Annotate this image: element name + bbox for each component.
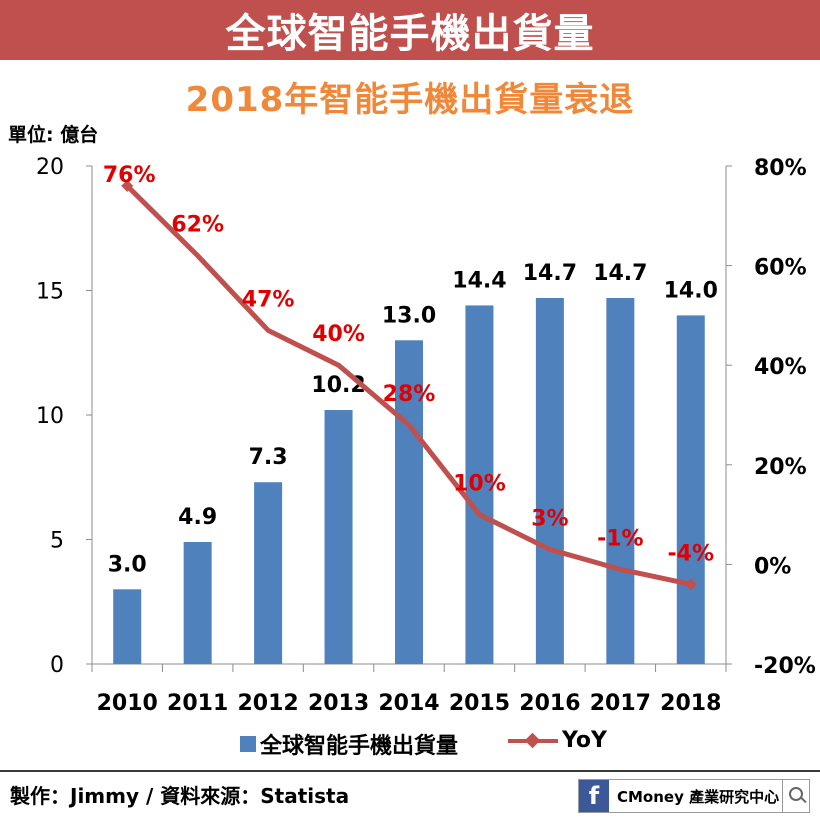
y-left-tick-label: 10	[36, 404, 64, 429]
brand-name: CMoney 產業研究中心	[617, 787, 780, 806]
yoy-value-label: 40%	[312, 322, 365, 347]
yoy-value-label: -4%	[668, 541, 714, 566]
facebook-icon: f	[579, 780, 609, 812]
x-tick-label: 2013	[308, 691, 369, 716]
y-right-tick-label: 20%	[754, 455, 807, 480]
legend-item-yoy: YoY	[508, 728, 607, 753]
yoy-value-label: -1%	[597, 526, 643, 551]
y-left-tick-label: 0	[50, 653, 64, 678]
x-tick-label: 2010	[97, 691, 158, 716]
yoy-value-label: 76%	[103, 163, 156, 188]
y-left-tick-label: 5	[50, 529, 64, 554]
bar-value-label: 14.7	[593, 261, 647, 286]
banner-title: 全球智能手機出貨量	[225, 11, 595, 57]
search-icon[interactable]	[782, 780, 809, 812]
bar-value-label: 14.7	[523, 261, 577, 286]
bar-value-label: 13.0	[382, 303, 436, 328]
legend-line-swatch	[508, 732, 558, 749]
bar	[606, 297, 635, 664]
bar-value-label: 14.0	[664, 278, 718, 303]
x-tick-label: 2015	[449, 691, 510, 716]
yoy-marker	[684, 578, 697, 591]
bar	[254, 482, 283, 664]
x-tick-label: 2017	[590, 691, 651, 716]
bar	[324, 410, 353, 664]
y-left-tick-label: 20	[36, 155, 64, 180]
legend-bar-swatch	[240, 736, 256, 752]
yoy-marker	[121, 179, 134, 192]
chart: 0 5 10 15 20 -20% 0% 20% 40% 60% 80% 2010 2011 2012 20…	[36, 155, 816, 716]
y-right-tick-label: 60%	[754, 256, 807, 281]
x-tick-label: 2011	[167, 691, 228, 716]
bar-value-label: 14.4	[452, 268, 506, 293]
credit-text: 製作：Jimmy / 資料來源：Statista	[10, 784, 350, 808]
bar	[676, 315, 705, 664]
y-right-tick-label: 0%	[754, 554, 791, 579]
bar	[183, 541, 212, 664]
legend-item-shipments: 全球智能手機出貨量	[240, 728, 458, 760]
chart-subtitle: 2018年智能手機出貨量衰退	[185, 80, 635, 120]
bar	[113, 589, 142, 664]
brand-badge[interactable]: f CMoney 產業研究中心	[578, 779, 810, 813]
bar	[465, 305, 494, 664]
unit-label: 單位: 億台	[8, 124, 99, 146]
footer-divider	[0, 770, 820, 772]
yoy-value-label: 28%	[383, 382, 436, 407]
bar-value-label: 7.3	[249, 445, 288, 470]
bar-value-label: 3.0	[108, 552, 147, 577]
title-banner: 全球智能手機出貨量	[0, 0, 820, 60]
x-tick-label: 2012	[237, 691, 298, 716]
legend-label-shipments: 全球智能手機出貨量	[260, 734, 459, 759]
x-tick-label: 2014	[378, 691, 439, 716]
x-tick-label: 2016	[519, 691, 580, 716]
chart-legend: 全球智能手機出貨量 YoY	[0, 728, 820, 762]
yoy-value-label: 3%	[531, 506, 568, 531]
bar	[395, 340, 423, 664]
bar-value-label: 10.2	[311, 373, 365, 398]
bar-value-label: 4.9	[178, 505, 217, 530]
y-right-tick-label: 80%	[754, 156, 807, 181]
bar	[535, 297, 564, 664]
yoy-line	[125, 184, 692, 587]
legend-label-yoy: YoY	[562, 728, 607, 753]
y-right-tick-label: 40%	[754, 355, 807, 380]
y-right-tick-label: -20%	[754, 654, 816, 679]
y-left-tick-label: 15	[36, 280, 64, 305]
yoy-value-label: 10%	[453, 472, 506, 497]
yoy-value-label: 47%	[242, 287, 295, 312]
x-tick-label: 2018	[660, 691, 721, 716]
yoy-value-label: 62%	[171, 213, 224, 238]
